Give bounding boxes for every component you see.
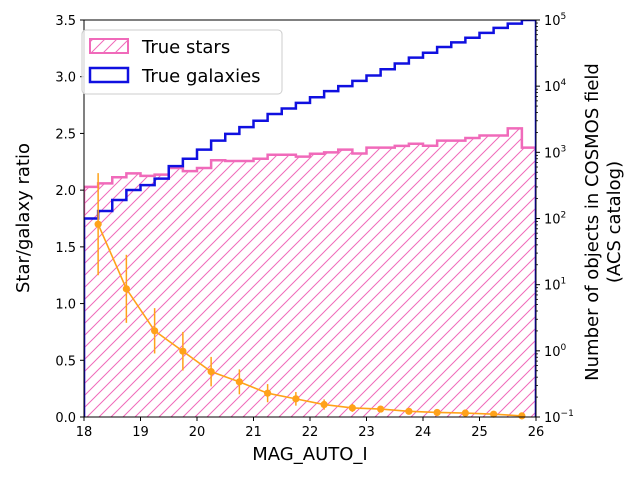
- ratio-point: [122, 285, 130, 293]
- star-galaxy-ratio-series: [94, 173, 526, 420]
- ratio-point: [518, 412, 526, 420]
- y-right-tick-label: 10−1: [544, 409, 574, 426]
- x-axis: 18 19 20 21 22 23 24 25 26: [76, 417, 545, 440]
- y-axis-right-label-line2: (ACS catalog): [604, 161, 625, 283]
- ratio-point: [490, 410, 498, 418]
- ratio-point: [461, 409, 469, 417]
- y-right-tick-label: 104: [544, 78, 567, 95]
- x-tick-label: 20: [189, 425, 206, 440]
- y-right-tick-label: 105: [544, 12, 566, 29]
- y-axis-right-label-line1: Number of objects in COSMOS field: [582, 63, 603, 381]
- y-axis-right: 10−1 100 101 102 103 104 105: [536, 12, 574, 426]
- ratio-point: [235, 378, 243, 386]
- legend-label-galaxies: True galaxies: [141, 66, 261, 87]
- x-tick-label: 18: [76, 425, 93, 440]
- ratio-point: [264, 389, 272, 397]
- legend: True stars True galaxies: [81, 29, 283, 95]
- y-left-tick-label: 2.0: [55, 184, 76, 199]
- stars-hatch-fill: [84, 128, 536, 417]
- y-left-tick-label: 1.5: [55, 241, 76, 256]
- y-right-tick-label: 103: [544, 144, 566, 161]
- ratio-point: [179, 347, 187, 355]
- y-right-tick-label: 101: [544, 277, 566, 294]
- x-tick-label: 25: [471, 425, 488, 440]
- x-tick-label: 24: [415, 425, 432, 440]
- ratio-point: [151, 327, 159, 335]
- y-left-tick-label: 0.5: [55, 354, 76, 369]
- x-tick-label: 19: [132, 425, 149, 440]
- plot-area: [84, 20, 536, 420]
- ratio-point: [377, 405, 385, 413]
- y-left-tick-label: 3.0: [55, 71, 76, 86]
- ratio-point: [94, 220, 102, 228]
- legend-swatch-stars: [89, 38, 129, 54]
- y-left-tick-label: 0.0: [55, 411, 76, 426]
- ratio-point: [320, 400, 328, 409]
- y-right-tick-label: 100: [544, 343, 567, 360]
- y-axis-left-label: Star/galaxy ratio: [13, 143, 34, 293]
- galaxies-outline: [84, 20, 536, 417]
- true-stars-histogram: [84, 127, 536, 417]
- y-left-tick-label: 2.5: [55, 127, 76, 142]
- x-tick-label: 23: [358, 425, 375, 440]
- x-tick-label: 22: [302, 425, 319, 440]
- ratio-point: [405, 407, 413, 415]
- y-right-tick-label: 102: [544, 211, 566, 228]
- true-galaxies-histogram: [84, 20, 536, 417]
- y-axis-left: 0.0 0.5 1.0 1.5 2.0 2.5 3.0 3.5: [55, 14, 84, 426]
- x-axis-label: MAG_AUTO_I: [252, 444, 367, 465]
- ratio-point: [292, 395, 300, 403]
- y-left-tick-label: 3.5: [55, 14, 76, 29]
- ratio-point: [348, 404, 356, 412]
- stars-outline: [84, 127, 536, 417]
- legend-swatch-galaxies: [88, 66, 130, 84]
- y-left-tick-label: 1.0: [55, 298, 76, 313]
- x-tick-label: 26: [528, 425, 545, 440]
- ratio-point: [433, 408, 441, 417]
- x-tick-label: 21: [245, 425, 262, 440]
- legend-box: [81, 29, 283, 95]
- legend-label-stars: True stars: [141, 37, 230, 58]
- ratio-line: [97, 223, 522, 417]
- ratio-point: [207, 368, 215, 376]
